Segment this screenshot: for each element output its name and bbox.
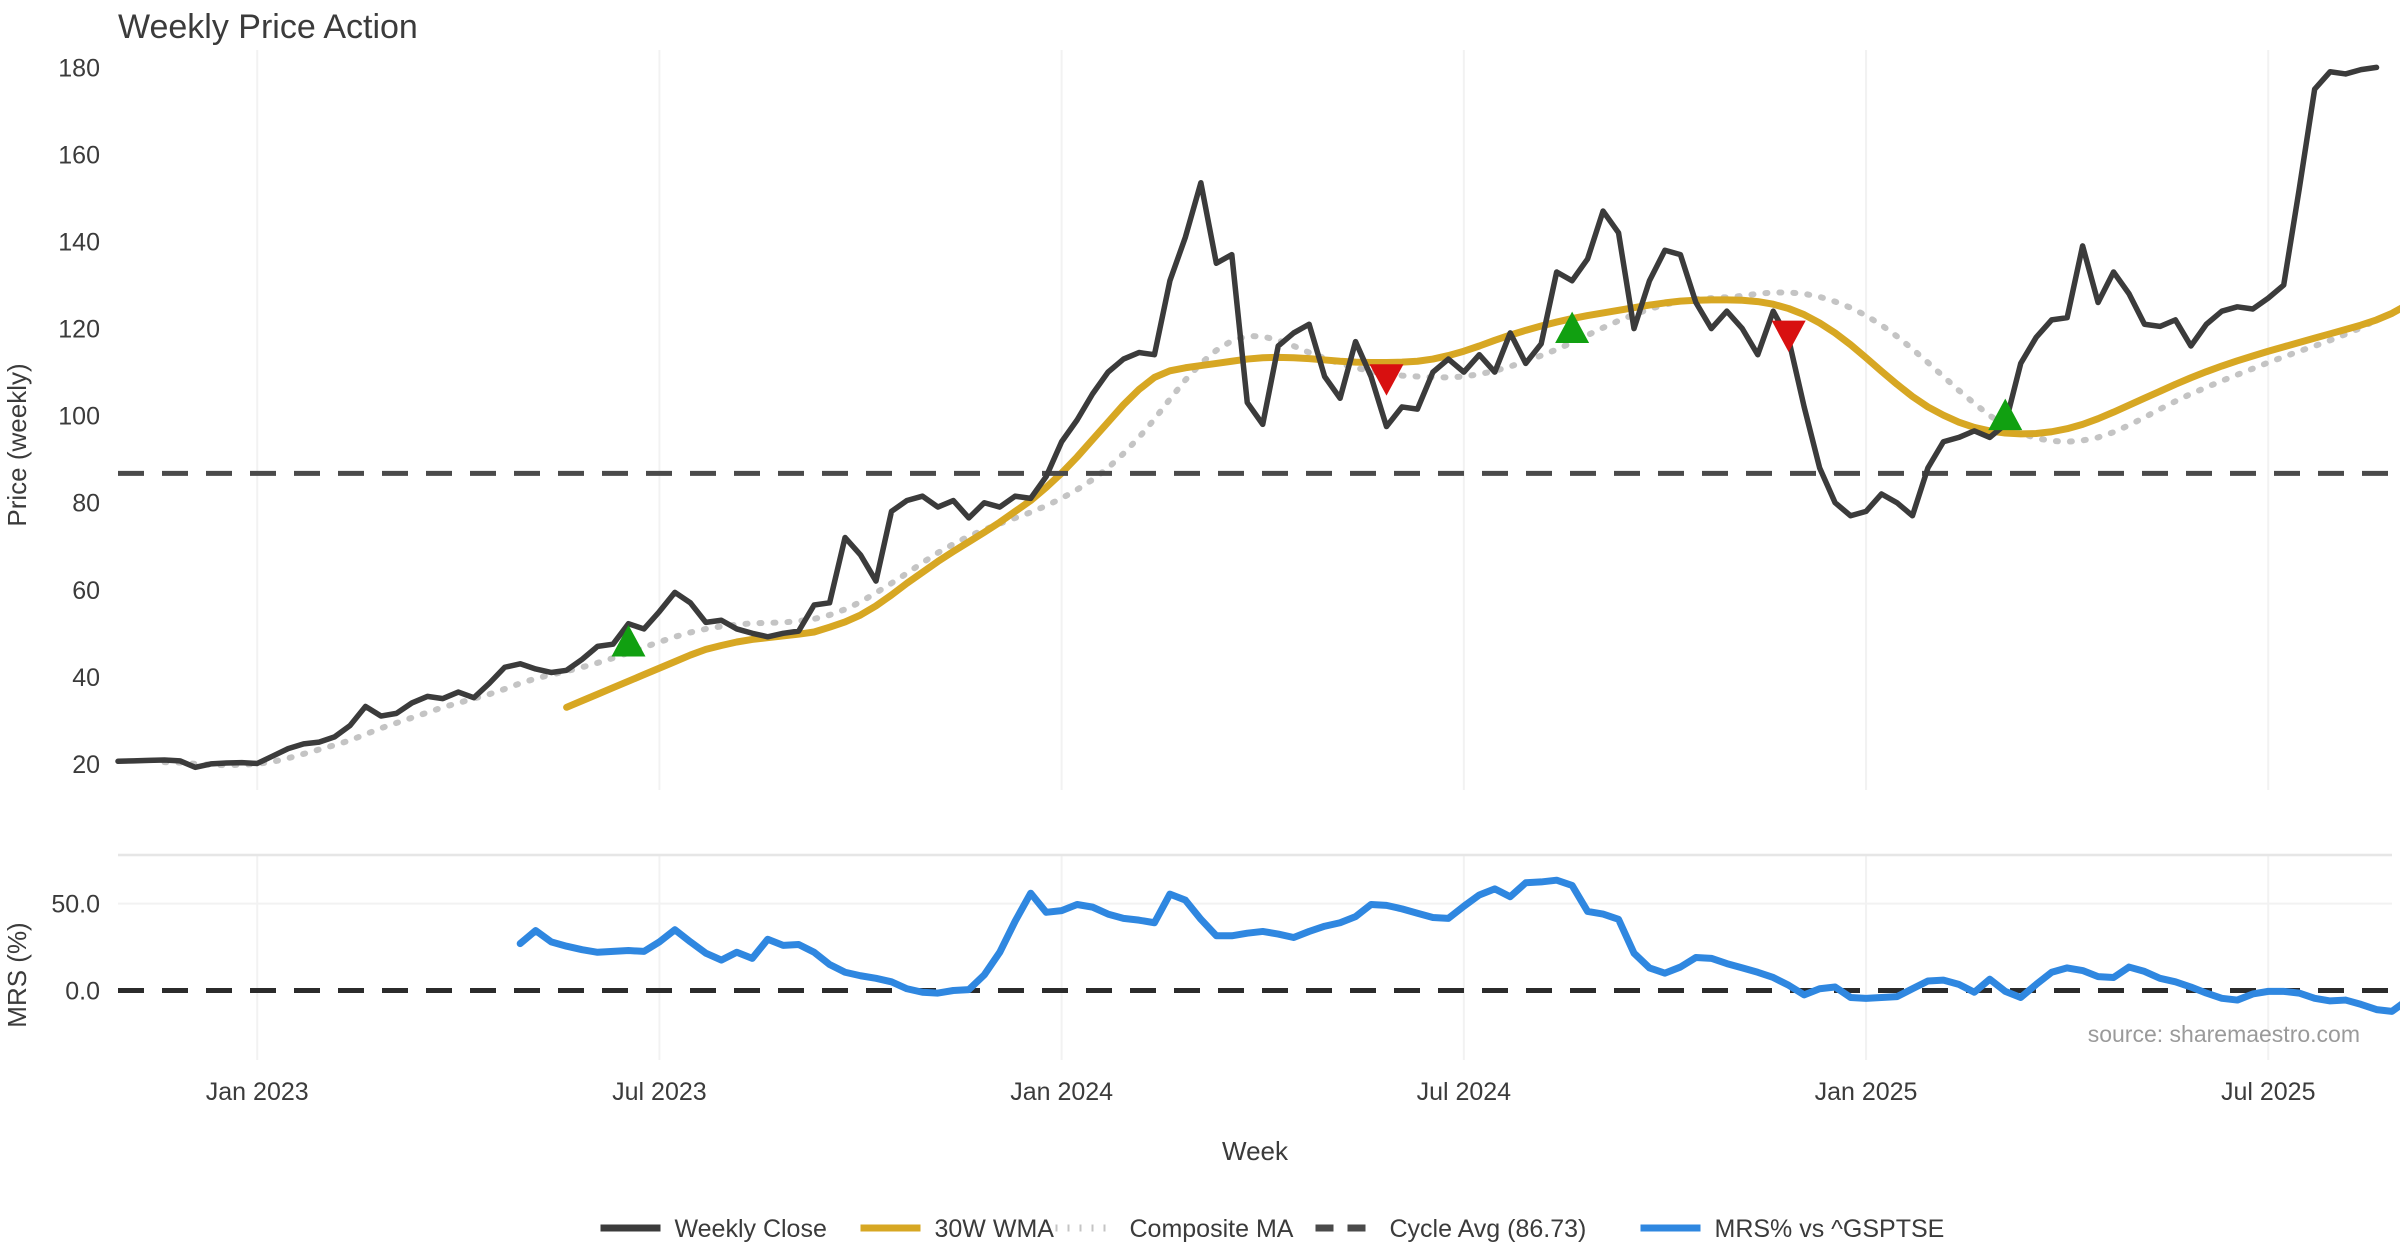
svg-text:Jul 2023: Jul 2023 xyxy=(612,1078,707,1106)
legend-item[interactable]: 30W WMA xyxy=(860,1215,1055,1243)
mrs-y-axis-ticks: 0.0 50.0 xyxy=(51,891,100,1006)
legend-label: Composite MA xyxy=(1130,1215,1294,1243)
buy-signal-marker xyxy=(611,625,646,657)
mrs-line xyxy=(516,876,2400,1015)
svg-text:Jan 2024: Jan 2024 xyxy=(1010,1078,1113,1106)
legend-item[interactable]: Cycle Avg (86.73) xyxy=(1315,1215,1587,1243)
svg-text:Jul 2024: Jul 2024 xyxy=(1417,1078,1512,1106)
mrs-gridlines xyxy=(118,853,2392,1060)
legend-item[interactable]: Weekly Close xyxy=(600,1215,827,1243)
svg-text:180: 180 xyxy=(58,54,100,82)
legend-label: MRS% vs ^GSPTSE xyxy=(1715,1215,1945,1243)
legend-label: Cycle Avg (86.73) xyxy=(1390,1215,1587,1243)
sell-signal-marker xyxy=(1771,320,1806,353)
x-axis-ticks: Jan 2023 Jul 2023 Jan 2024 Jul 2024 Jan 2025… xyxy=(206,1078,2316,1106)
svg-text:Jul 2025: Jul 2025 xyxy=(2221,1078,2316,1106)
page-title: Weekly Price Action xyxy=(118,8,418,46)
svg-text:80: 80 xyxy=(72,490,100,518)
svg-text:0.0: 0.0 xyxy=(65,978,100,1006)
legend-item[interactable]: Composite MA xyxy=(1055,1215,1294,1243)
signal-markers xyxy=(611,311,2023,657)
svg-text:100: 100 xyxy=(58,403,100,431)
source-attribution: source: sharemaestro.com xyxy=(2088,1021,2360,1047)
composite-ma-line xyxy=(161,289,2380,769)
mrs-axis-label: MRS (%) xyxy=(2,922,32,1027)
svg-text:50.0: 50.0 xyxy=(51,891,100,919)
x-axis-label: Week xyxy=(1222,1136,1289,1166)
wma30-line xyxy=(563,296,2400,711)
svg-text:20: 20 xyxy=(72,751,100,779)
svg-text:40: 40 xyxy=(72,664,100,692)
chart-legend: Weekly Close 30W WMA Composite MA Cycle Avg… xyxy=(600,1215,1945,1243)
buy-signal-marker xyxy=(1988,398,2023,431)
price-gridlines xyxy=(256,50,2270,790)
legend-label: Weekly Close xyxy=(675,1215,827,1243)
sell-signal-marker xyxy=(1369,364,1404,396)
svg-text:Jan 2023: Jan 2023 xyxy=(206,1078,309,1106)
legend-item[interactable]: MRS% vs ^GSPTSE xyxy=(1640,1215,1945,1243)
svg-text:120: 120 xyxy=(58,316,100,344)
svg-text:160: 160 xyxy=(58,141,100,169)
svg-text:140: 140 xyxy=(58,229,100,257)
price-axis-label: Price (weekly) xyxy=(2,363,32,526)
svg-text:60: 60 xyxy=(72,577,100,605)
legend-label: 30W WMA xyxy=(935,1215,1055,1243)
svg-text:Jan 2025: Jan 2025 xyxy=(1815,1078,1918,1106)
price-y-axis-ticks: 20 40 60 80 100 120 140 160 180 xyxy=(58,54,100,778)
buy-signal-marker xyxy=(1555,311,1590,344)
